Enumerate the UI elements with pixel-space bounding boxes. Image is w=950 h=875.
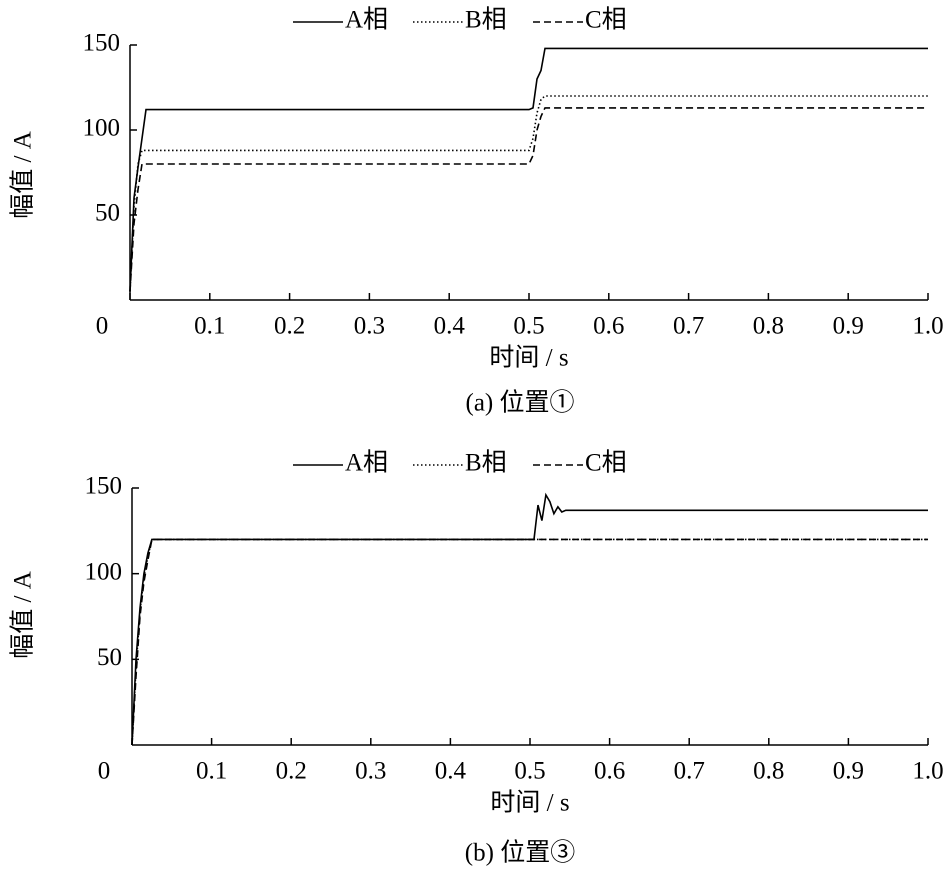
legend-label: B相 <box>465 6 507 34</box>
legend-label: C相 <box>585 6 627 34</box>
x-tick-label: 1.0 <box>912 758 943 785</box>
x-tick-label: 0.3 <box>355 758 386 785</box>
x-tick-label: 0.6 <box>594 758 625 785</box>
y-tick-label: 150 <box>83 30 121 57</box>
x-tick-label: 0.9 <box>833 758 864 785</box>
series-line <box>129 107 928 292</box>
x-tick-label: 0.7 <box>673 313 704 340</box>
series-line <box>129 95 928 292</box>
y-tick-label: 100 <box>83 115 121 142</box>
x-tick-label: 0.5 <box>514 758 545 785</box>
legend-label: C相 <box>585 449 627 477</box>
x-tick-label: 0.8 <box>753 313 784 340</box>
x-tick-label: 0.4 <box>434 313 466 340</box>
series-line <box>131 538 928 746</box>
x-tick-label: 0.6 <box>593 313 624 340</box>
y-axis-label: 幅值 / A <box>9 131 37 219</box>
x-tick-label: 0.2 <box>276 758 307 785</box>
x-tick-label: 0.3 <box>354 313 385 340</box>
y-axis-label: 幅值 / A <box>9 571 37 659</box>
legend-label: A相 <box>345 449 388 477</box>
caption: (a) 位置① <box>466 389 575 417</box>
series-line <box>131 492 928 746</box>
x-tick-label: 0.7 <box>674 758 705 785</box>
x-tick-label: 0 <box>96 313 109 340</box>
y-tick-label: 150 <box>85 473 123 500</box>
series-line <box>129 47 928 292</box>
y-tick-label: 50 <box>97 644 122 671</box>
x-tick-label: 0.8 <box>753 758 784 785</box>
series-line <box>131 538 928 746</box>
y-tick-label: 100 <box>85 558 123 585</box>
x-tick-label: 0.9 <box>833 313 864 340</box>
x-tick-label: 0.1 <box>196 758 227 785</box>
x-tick-label: 1.0 <box>912 313 943 340</box>
x-axis-label: 时间 / s <box>490 789 569 817</box>
x-tick-label: 0.5 <box>513 313 544 340</box>
y-tick-label: 50 <box>95 200 120 227</box>
legend-label: A相 <box>345 6 388 34</box>
legend-label: B相 <box>465 449 507 477</box>
x-tick-label: 0.4 <box>435 758 467 785</box>
x-tick-label: 0 <box>98 758 111 785</box>
x-axis-label: 时间 / s <box>489 344 568 372</box>
x-tick-label: 0.1 <box>194 313 225 340</box>
caption: (b) 位置③ <box>465 839 575 867</box>
x-tick-label: 0.2 <box>274 313 305 340</box>
